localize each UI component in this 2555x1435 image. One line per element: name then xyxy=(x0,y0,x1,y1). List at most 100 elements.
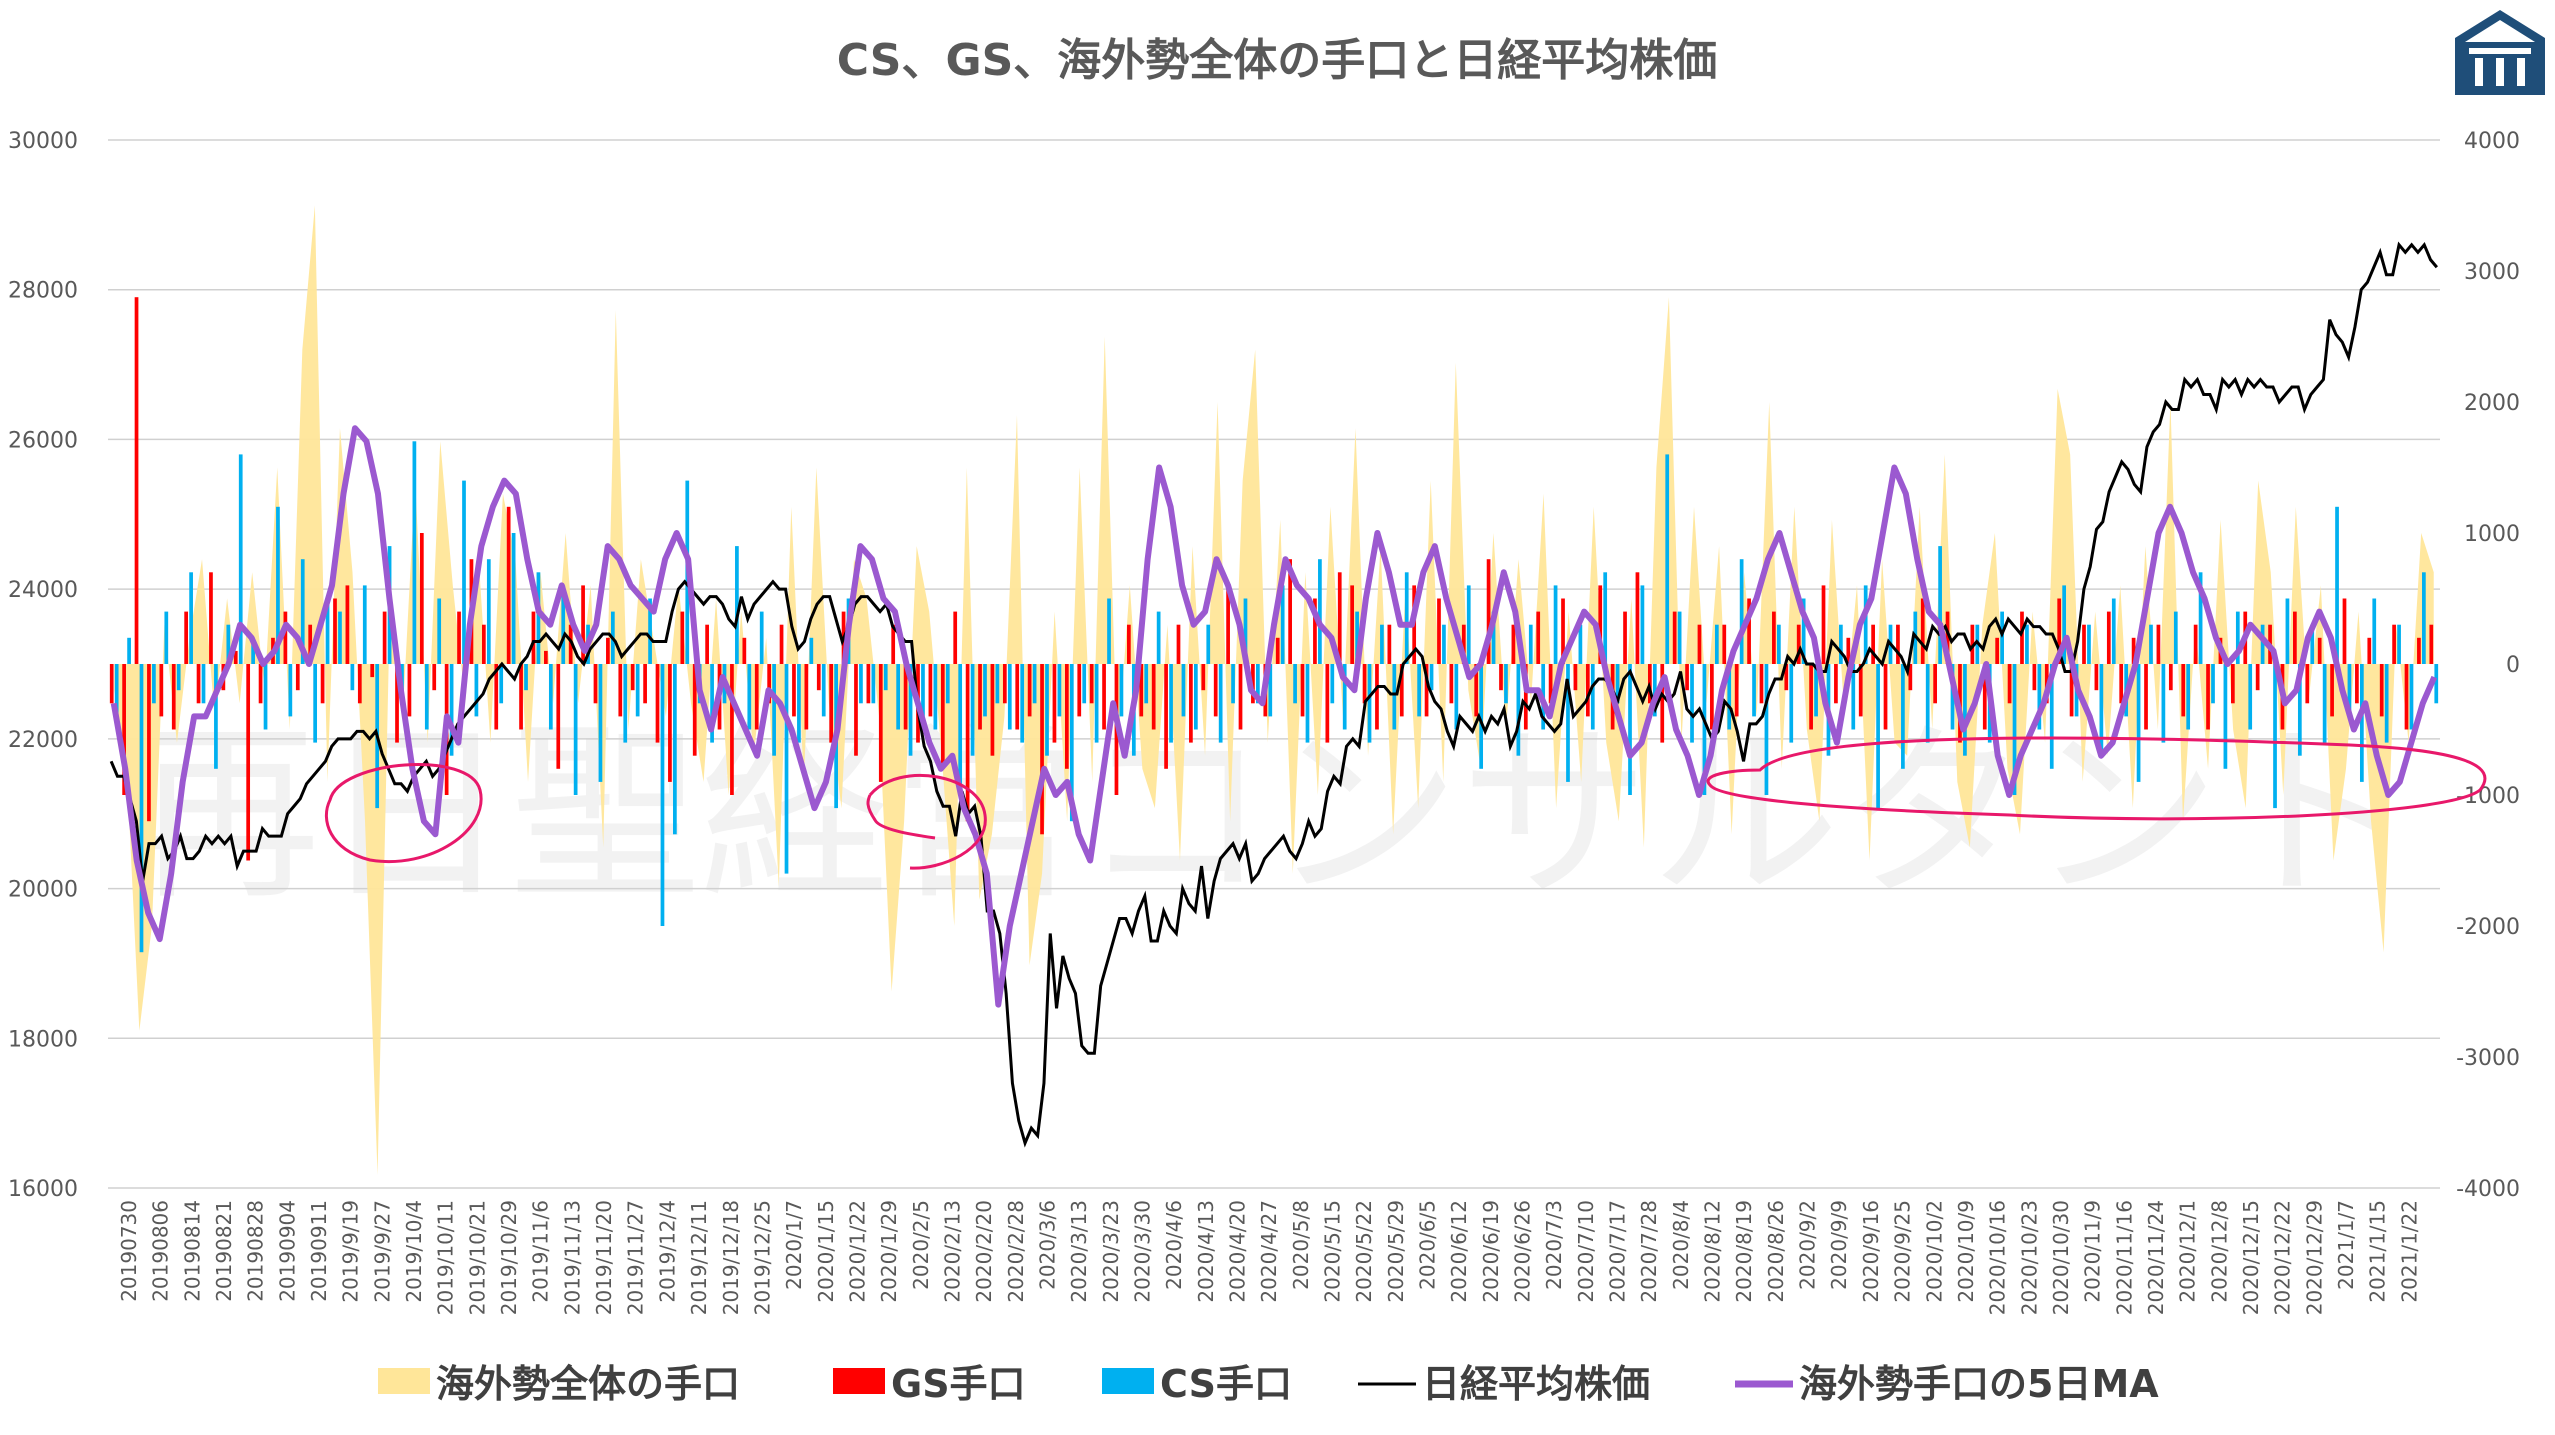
bar-gs xyxy=(1982,664,1987,730)
bar-cs xyxy=(288,664,293,717)
bar-cs xyxy=(2025,624,2029,664)
bar-gs xyxy=(283,611,288,664)
bar-cs xyxy=(995,664,1000,704)
bar-gs xyxy=(1846,637,1851,664)
x-tick-label: 20190730 xyxy=(117,1200,141,1302)
x-tick-label: 2020/11/24 xyxy=(2144,1200,2168,1315)
bar-gs xyxy=(109,664,114,704)
bar-gs xyxy=(556,664,561,769)
legend-item: CS手口 xyxy=(1102,1362,1292,1406)
bar-gs xyxy=(2404,664,2409,730)
bar-gs xyxy=(2057,598,2062,664)
bar-gs xyxy=(1375,664,1379,730)
bar-gs xyxy=(2131,637,2136,664)
bar-cs xyxy=(1330,664,1335,704)
bar-cs xyxy=(735,546,739,664)
bar-cs xyxy=(1231,664,1235,704)
x-tick-label: 2020/7/28 xyxy=(1637,1200,1661,1303)
x-tick-label: 2020/11/9 xyxy=(2081,1200,2105,1303)
bar-cs xyxy=(1901,664,1905,769)
bar-gs xyxy=(568,624,573,664)
x-tick-label: 2021/1/22 xyxy=(2397,1200,2421,1303)
bar-gs xyxy=(754,664,759,730)
bar-gs xyxy=(1722,624,1727,664)
bar-gs xyxy=(1176,624,1181,664)
bar-gs xyxy=(1834,664,1838,704)
x-tick-label: 2020/9/9 xyxy=(1827,1200,1851,1290)
bar-gs xyxy=(2156,624,2161,664)
bar-gs xyxy=(1945,611,1950,664)
bar-cs xyxy=(710,664,714,743)
bar-gs xyxy=(159,664,164,717)
bar-gs xyxy=(1002,664,1007,704)
bar-cs xyxy=(1851,664,1856,730)
x-tick-label: 2020/8/12 xyxy=(1701,1200,1725,1303)
y-right-tick-label: -3000 xyxy=(2456,1046,2520,1071)
bar-gs xyxy=(1313,598,1317,664)
bar-cs xyxy=(821,664,826,717)
bar-gs xyxy=(1809,664,1813,730)
bar-gs xyxy=(1027,664,1032,717)
bar-cs xyxy=(2198,572,2203,664)
bar-cs xyxy=(1243,598,1248,664)
bar-gs xyxy=(1896,624,1900,664)
bar-gs xyxy=(357,664,362,704)
bar-gs xyxy=(2069,664,2074,717)
bar-gs xyxy=(382,611,387,664)
bar-cs xyxy=(1057,664,1062,717)
bar-gs xyxy=(246,664,251,861)
x-tick-label: 20190828 xyxy=(244,1200,268,1302)
bar-cs xyxy=(1764,664,1769,795)
bar-gs xyxy=(1238,664,1243,730)
brand-logo-icon xyxy=(2455,10,2545,95)
bar-cs xyxy=(1404,572,1409,664)
bar-gs xyxy=(1151,664,1156,730)
x-tick-label: 20190814 xyxy=(180,1200,204,1302)
bar-gs xyxy=(2206,664,2210,730)
x-tick-label: 2019/10/29 xyxy=(497,1200,521,1315)
bar-cs xyxy=(2173,611,2178,664)
bar-cs xyxy=(1752,664,1756,717)
bar-cs xyxy=(486,559,491,664)
bar-gs xyxy=(2255,664,2260,691)
bar-gs xyxy=(1772,611,1776,664)
bar-gs xyxy=(1871,624,1875,664)
bar-cs xyxy=(648,598,652,664)
bar-cs xyxy=(2359,664,2364,782)
bar-cs xyxy=(176,664,181,691)
y-right-tick-label: 2000 xyxy=(2464,391,2520,416)
bar-cs xyxy=(2186,664,2191,730)
x-tick-label: 2020/6/12 xyxy=(1447,1200,1471,1303)
bar-cs xyxy=(2149,624,2153,664)
bar-gs xyxy=(1585,664,1590,717)
x-tick-label: 2020/3/23 xyxy=(1099,1200,1123,1303)
bar-cs xyxy=(189,572,193,664)
bar-cs xyxy=(1442,624,1446,664)
x-tick-label: 2019/11/27 xyxy=(624,1200,648,1315)
bar-gs xyxy=(1573,664,1578,691)
bar-cs xyxy=(1144,664,1149,704)
x-tick-label: 20190911 xyxy=(307,1200,331,1302)
x-tick-label: 2020/12/8 xyxy=(2207,1200,2231,1303)
bar-gs xyxy=(1064,664,1069,769)
bar-cs xyxy=(2260,624,2265,664)
bar-cs xyxy=(1702,664,1707,795)
bar-cs xyxy=(908,664,913,756)
bar-cs xyxy=(1863,585,1868,664)
bar-cs xyxy=(1950,664,1955,730)
bar-gs xyxy=(1685,664,1689,691)
x-tick-label: 2021/1/15 xyxy=(2366,1200,2390,1303)
bar-gs xyxy=(618,664,623,717)
line-nikkei xyxy=(109,241,2438,1148)
bar-gs xyxy=(2094,664,2099,691)
x-tick-label: 2019/11/6 xyxy=(529,1200,553,1303)
bar-cs xyxy=(263,664,268,730)
y-left-tick-label: 28000 xyxy=(8,279,78,304)
bar-cs xyxy=(1045,664,1049,756)
bar-gs xyxy=(2193,624,2198,664)
bar-cs xyxy=(660,664,665,926)
y-left-tick-label: 22000 xyxy=(8,728,78,753)
legend-item: 海外勢手口の5日MA xyxy=(1735,1362,2159,1406)
bar-cs xyxy=(2397,624,2401,664)
